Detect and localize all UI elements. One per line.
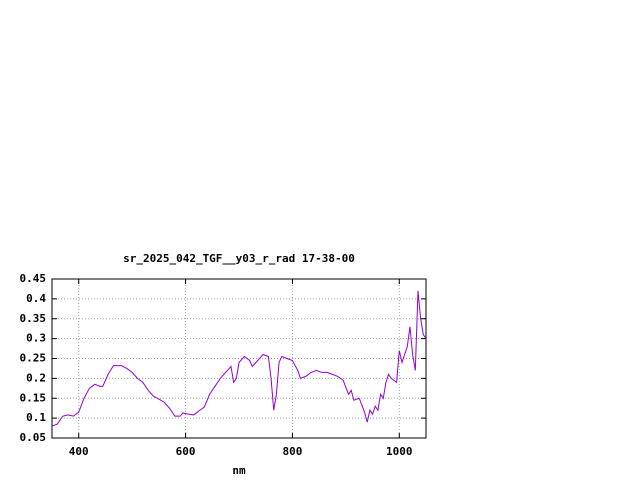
y-tick-label: 0.2 (26, 371, 46, 384)
y-tick-label: 0.3 (26, 332, 46, 345)
y-tick-label: 0.25 (20, 352, 47, 365)
x-tick-label: 600 (176, 445, 196, 458)
y-tick-label: 0.1 (26, 411, 46, 424)
y-tick-label: 0.35 (20, 312, 47, 325)
y-tick-label: 0.05 (20, 431, 47, 444)
data-line (51, 290, 427, 427)
x-axis-label: nm (232, 464, 246, 477)
x-tick-label: 400 (69, 445, 89, 458)
y-tick-label: 0.15 (20, 391, 47, 404)
y-tick-label: 0.4 (26, 292, 46, 305)
x-tick-label: 800 (282, 445, 302, 458)
chart-title: sr_2025_042_TGF__y03_r_rad 17-38-00 (123, 252, 355, 265)
plot-border (51, 278, 427, 439)
y-tick-label: 0.45 (20, 272, 47, 285)
x-tick-label: 1000 (386, 445, 413, 458)
